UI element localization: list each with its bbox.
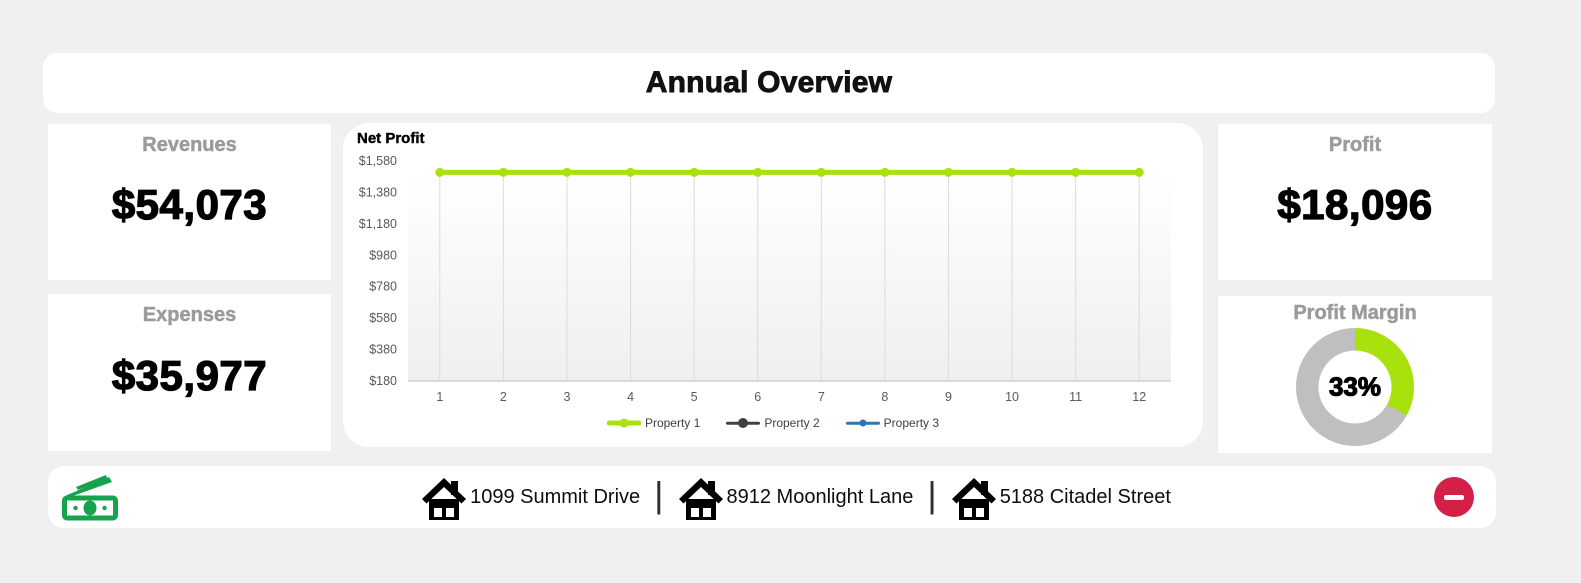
svg-text:5: 5 <box>691 390 698 404</box>
svg-text:3: 3 <box>563 390 570 404</box>
svg-text:$380: $380 <box>369 343 397 357</box>
expenses-card: Expenses $35,977 <box>48 294 331 451</box>
revenues-card: Revenues $54,073 <box>48 124 331 280</box>
svg-text:$1,380: $1,380 <box>359 185 397 199</box>
remove-property-button[interactable] <box>1434 477 1474 517</box>
net-profit-chart-card: Net Profit 1 2 3 4 5 6 7 8 9 10 11 12 $180 $380 $580 $7… <box>343 123 1203 447</box>
svg-text:2: 2 <box>500 390 507 404</box>
revenues-value: $54,073 <box>111 180 268 229</box>
footer-bar: 1099 Summit Drive | 8912 Moonlight Lane … <box>48 466 1496 528</box>
profit-margin-donut: 33% <box>1296 328 1414 446</box>
svg-text:9: 9 <box>945 390 952 404</box>
svg-text:8: 8 <box>881 390 888 404</box>
net-profit-line-chart: 1 2 3 4 5 6 7 8 9 10 11 12$180$380$580$780$980$1,18… <box>359 154 1171 404</box>
legend-marker <box>726 417 761 429</box>
donut-hole: 33% <box>1318 350 1392 424</box>
svg-text:$180: $180 <box>369 374 397 388</box>
svg-text:$980: $980 <box>369 248 397 262</box>
page-title: Annual Overview <box>645 66 893 100</box>
house-icon <box>951 478 996 520</box>
legend-label: Property 3 <box>883 416 940 430</box>
expenses-label: Expenses <box>142 304 237 327</box>
chart-legend: Property 1 Property 2 Property 3 <box>343 416 1203 430</box>
svg-text:7: 7 <box>818 390 825 404</box>
legend-item: Property 3 <box>845 416 940 430</box>
svg-text:11: 11 <box>1069 390 1082 404</box>
money-icon <box>62 475 118 521</box>
property-address: 1099 Summit Drive <box>470 485 641 508</box>
address-separator: | <box>927 474 937 515</box>
legend-label: Property 1 <box>644 416 701 430</box>
profit-margin-card: Profit Margin 33% <box>1218 296 1492 453</box>
legend-label: Property 2 <box>764 416 820 430</box>
svg-text:10: 10 <box>1005 390 1019 404</box>
profit-value: $18,096 <box>1277 180 1433 229</box>
svg-text:4: 4 <box>627 390 634 404</box>
revenues-label: Revenues <box>142 134 237 157</box>
svg-text:$580: $580 <box>369 311 397 325</box>
chart-title: Net Profit <box>357 130 425 147</box>
svg-text:$780: $780 <box>369 280 397 294</box>
svg-text:6: 6 <box>754 390 761 404</box>
property-item-3[interactable]: 5188 Citadel Street <box>951 474 1171 520</box>
property-item-2[interactable]: 8912 Moonlight Lane <box>678 474 914 520</box>
minus-icon <box>1444 494 1464 500</box>
svg-text:$1,180: $1,180 <box>359 217 397 231</box>
profit-label: Profit <box>1328 134 1382 157</box>
profit-card: Profit $18,096 <box>1218 124 1492 280</box>
expenses-value: $35,977 <box>111 351 268 399</box>
svg-text:12: 12 <box>1132 390 1146 404</box>
title-bar: Annual Overview <box>43 53 1495 113</box>
svg-text:$1,580: $1,580 <box>359 154 397 168</box>
svg-text:1: 1 <box>436 390 443 404</box>
property-item-1[interactable]: 1099 Summit Drive <box>421 474 640 520</box>
address-separator: | <box>654 474 664 515</box>
legend-item: Property 1 <box>606 416 701 430</box>
legend-item: Property 2 <box>726 416 820 430</box>
profit-margin-label: Profit Margin <box>1293 302 1417 325</box>
profit-margin-value: 33% <box>1328 371 1382 402</box>
property-address: 5188 Citadel Street <box>999 485 1171 508</box>
legend-marker <box>845 417 880 429</box>
house-icon <box>422 478 467 520</box>
plot-area <box>408 159 1171 381</box>
house-icon <box>678 478 723 520</box>
property-list: 1099 Summit Drive | 8912 Moonlight Lane … <box>421 474 1171 520</box>
legend-marker <box>606 417 641 429</box>
property-address: 8912 Moonlight Lane <box>726 485 914 508</box>
